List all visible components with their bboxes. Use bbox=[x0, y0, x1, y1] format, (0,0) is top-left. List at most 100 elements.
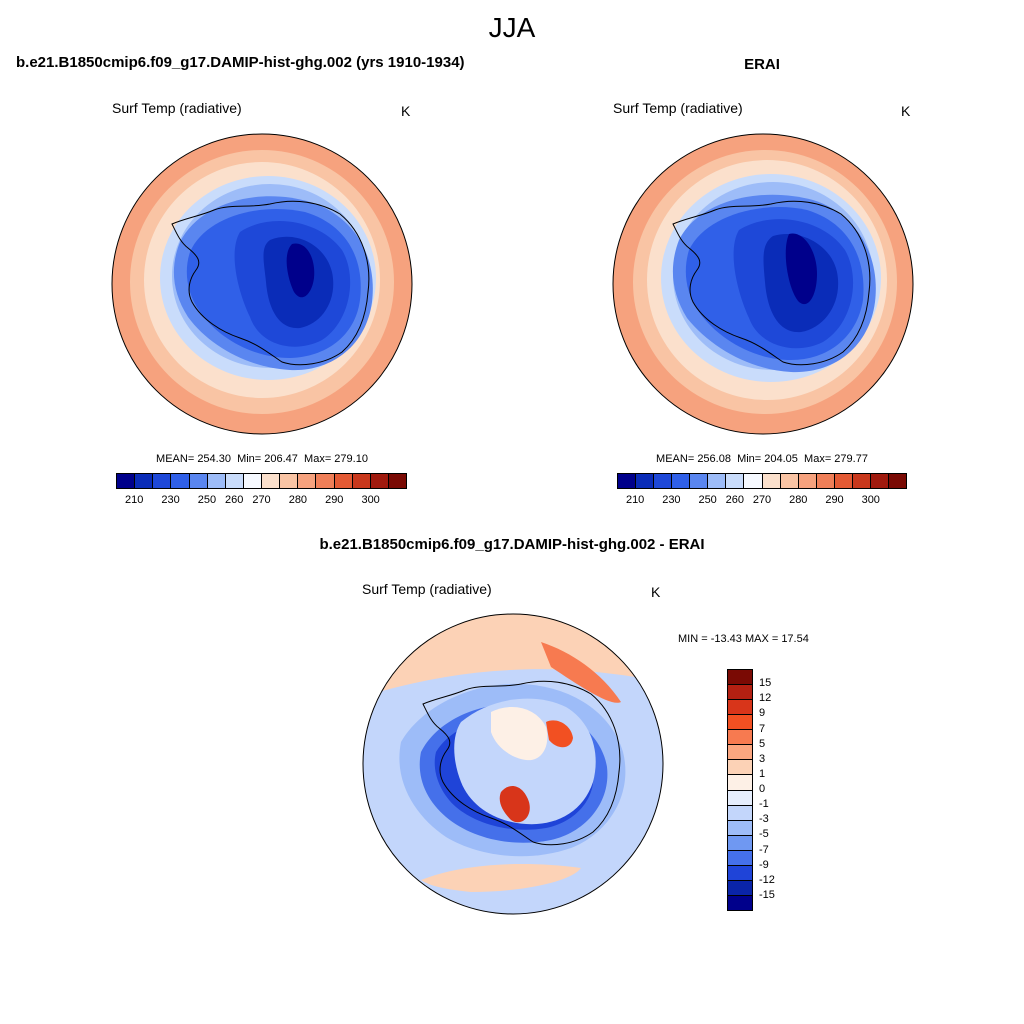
colorbar-tick-label: -15 bbox=[759, 888, 775, 901]
colorbar-tick-label: 290 bbox=[325, 494, 344, 506]
colorbar-tick-label: 260 bbox=[225, 494, 244, 506]
colorbar-tick-label: 280 bbox=[789, 494, 808, 506]
colorbar-segment bbox=[728, 670, 752, 685]
panel3-stats: MIN = -13.43 MAX = 17.54 bbox=[678, 633, 809, 645]
colorbar-segment bbox=[618, 474, 636, 488]
panel2-units: K bbox=[901, 103, 911, 119]
colorbar-segment bbox=[728, 729, 752, 745]
colorbar-segment bbox=[797, 474, 816, 488]
colorbar-segment bbox=[728, 894, 752, 910]
panel1-units: K bbox=[401, 103, 411, 119]
season-title: JJA bbox=[488, 12, 536, 43]
colorbar-segment bbox=[728, 759, 752, 775]
panel2-stats: MEAN= 256.08 Min= 204.05 Max= 279.77 bbox=[656, 453, 868, 465]
colorbar-segment bbox=[671, 474, 690, 488]
colorbar-segment bbox=[117, 474, 135, 488]
colorbar-tick-label: 250 bbox=[197, 494, 217, 506]
colorbar-tick-label: -5 bbox=[759, 828, 769, 841]
colorbar-segment bbox=[887, 474, 906, 488]
colorbar-segment bbox=[689, 474, 708, 488]
colorbar-tick-label: 9 bbox=[759, 707, 766, 720]
erai-polar-map bbox=[612, 133, 914, 435]
colorbar-segment bbox=[261, 474, 280, 488]
colorbar-segment bbox=[815, 474, 834, 488]
panel3-variable: Surf Temp (radiative) bbox=[362, 581, 492, 597]
colorbar-segment bbox=[851, 474, 870, 488]
difference-polar-map bbox=[362, 613, 664, 915]
panel1-variable: Surf Temp (radiative) bbox=[112, 100, 242, 116]
colorbar-tick-label: 300 bbox=[861, 494, 880, 506]
colorbar-segment bbox=[206, 474, 225, 488]
colorbar-tick-label: 270 bbox=[252, 494, 271, 506]
colorbar-tick-label: 5 bbox=[759, 737, 766, 750]
colorbar-segment bbox=[315, 474, 334, 488]
colorbar-tick-label: 1 bbox=[759, 767, 766, 780]
panel1-colorbar bbox=[116, 473, 407, 489]
colorbar-tick-label: -7 bbox=[759, 843, 769, 856]
colorbar-segment bbox=[728, 789, 752, 805]
colorbar-segment bbox=[728, 879, 752, 895]
colorbar-tick-label: 15 bbox=[759, 677, 772, 690]
colorbar-segment bbox=[707, 474, 726, 488]
panel2-colorbar-labels: 210 230 250 260 270 280 290 300 bbox=[617, 494, 907, 508]
colorbar-segment bbox=[653, 474, 672, 488]
colorbar-tick-label: -3 bbox=[759, 813, 769, 826]
colorbar-segment bbox=[333, 474, 352, 488]
colorbar-segment bbox=[224, 474, 243, 488]
colorbar-tick-label: 210 bbox=[625, 494, 645, 506]
colorbar-segment bbox=[387, 474, 406, 488]
colorbar-tick-label: 290 bbox=[825, 494, 844, 506]
panel2-variable: Surf Temp (radiative) bbox=[613, 100, 743, 116]
colorbar-segment bbox=[134, 474, 153, 488]
colorbar-segment bbox=[869, 474, 888, 488]
colorbar-segment bbox=[635, 474, 654, 488]
colorbar-tick-label: 230 bbox=[662, 494, 681, 506]
colorbar-tick-label: 7 bbox=[759, 722, 766, 735]
colorbar-segment bbox=[728, 714, 752, 730]
panel3-title: b.e21.B1850cmip6.f09_g17.DAMIP-hist-ghg.… bbox=[319, 536, 705, 553]
colorbar-tick-label: 230 bbox=[161, 494, 180, 506]
colorbar-segment bbox=[728, 849, 752, 865]
colorbar-segment bbox=[369, 474, 388, 488]
colorbar-segment bbox=[152, 474, 171, 488]
colorbar-segment bbox=[188, 474, 207, 488]
panel3-units: K bbox=[651, 584, 661, 600]
panel1-colorbar-labels: 210 230 250 260 270 280 290 300 bbox=[116, 494, 407, 508]
colorbar-segment bbox=[242, 474, 261, 488]
colorbar-segment bbox=[728, 864, 752, 880]
colorbar-segment bbox=[297, 474, 316, 488]
colorbar-tick-label: 210 bbox=[125, 494, 144, 506]
colorbar-segment bbox=[279, 474, 298, 488]
colorbar-tick-label: 300 bbox=[361, 494, 380, 506]
panel3-colorbar bbox=[727, 669, 753, 911]
colorbar-segment bbox=[761, 474, 780, 488]
colorbar-tick-label: 3 bbox=[759, 752, 766, 765]
colorbar-segment bbox=[728, 834, 752, 850]
colorbar-segment bbox=[728, 684, 752, 700]
panel3-colorbar-labels: 15 12 9 7 5 3 1 0 -1 -3 -5 -7 -9 -12 -15 bbox=[759, 669, 799, 911]
colorbar-segment bbox=[779, 474, 798, 488]
colorbar-tick-label: -12 bbox=[759, 873, 775, 886]
colorbar-segment bbox=[170, 474, 189, 488]
panel1-stats: MEAN= 254.30 Min= 206.47 Max= 279.10 bbox=[156, 453, 368, 465]
colorbar-tick-label: -9 bbox=[759, 858, 769, 871]
colorbar-segment bbox=[728, 819, 752, 835]
colorbar-tick-label: 250 bbox=[698, 494, 717, 506]
panel2-title: ERAI bbox=[744, 56, 780, 73]
colorbar-tick-label: 0 bbox=[759, 783, 766, 795]
panel2-colorbar bbox=[617, 473, 907, 489]
colorbar-tick-label: 270 bbox=[752, 494, 772, 506]
colorbar-segment bbox=[725, 474, 744, 488]
colorbar-segment bbox=[728, 774, 752, 790]
colorbar-segment bbox=[351, 474, 370, 488]
colorbar-segment bbox=[728, 699, 752, 715]
panel1-title: b.e21.B1850cmip6.f09_g17.DAMIP-hist-ghg.… bbox=[16, 54, 465, 71]
colorbar-segment bbox=[728, 804, 752, 820]
model-polar-map bbox=[111, 133, 413, 435]
colorbar-tick-label: 280 bbox=[288, 494, 308, 506]
colorbar-tick-label: 260 bbox=[725, 494, 744, 506]
colorbar-segment bbox=[833, 474, 852, 488]
colorbar-segment bbox=[743, 474, 762, 488]
colorbar-segment bbox=[728, 744, 752, 760]
colorbar-tick-label: 12 bbox=[759, 692, 772, 705]
